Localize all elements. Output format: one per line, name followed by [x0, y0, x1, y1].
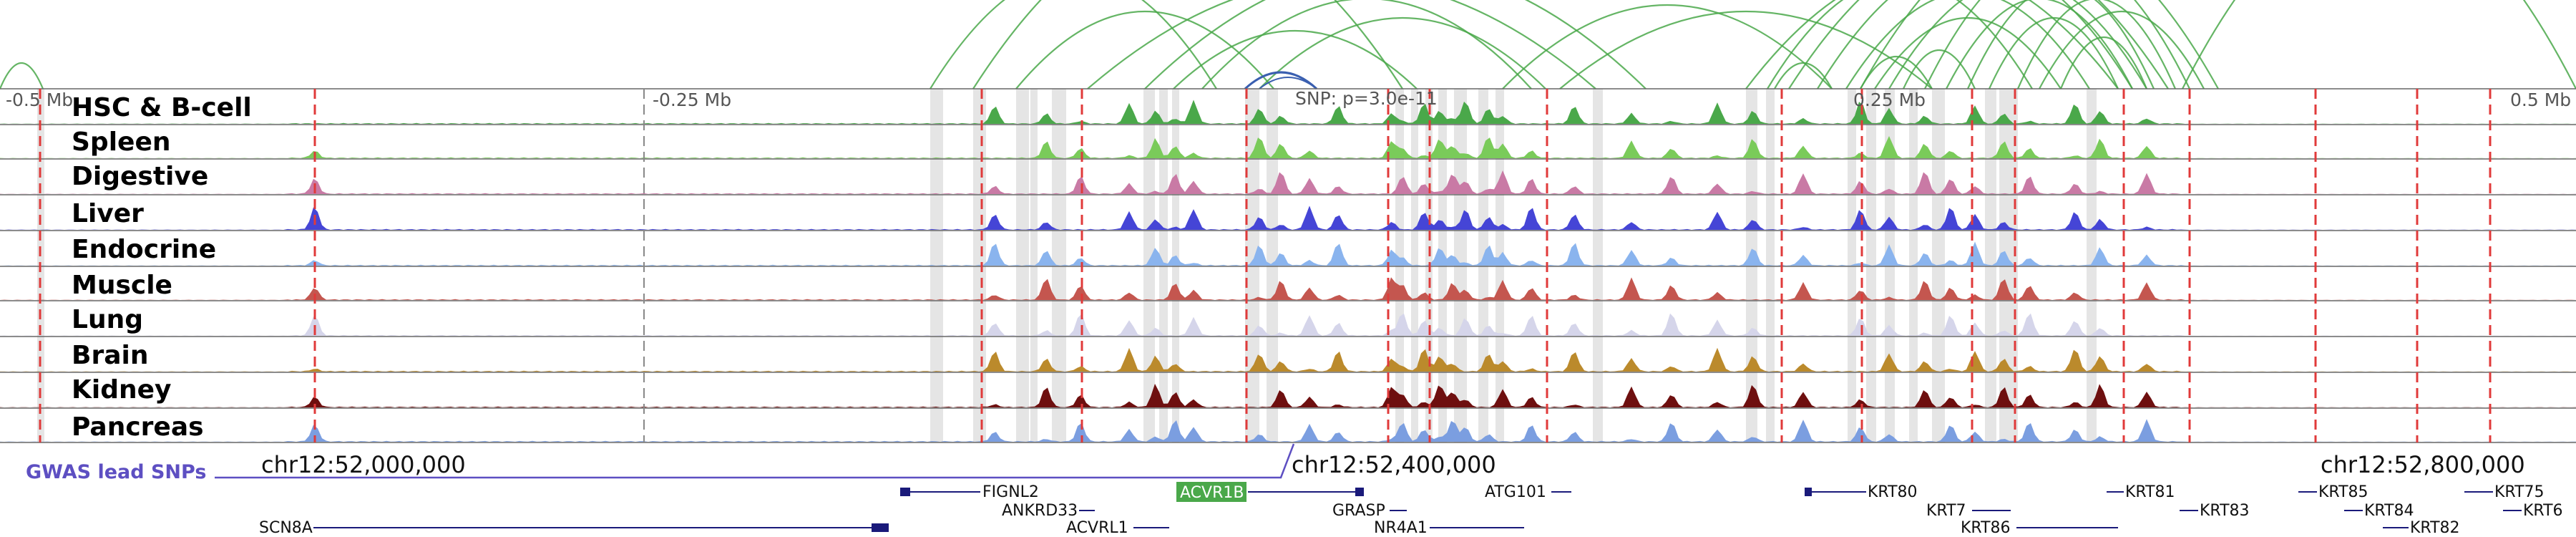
gene-acvr1b[interactable]: ACVR1B	[1176, 482, 1364, 502]
loop-arc	[1903, 49, 1976, 90]
gene-krt81[interactable]: KRT81	[2107, 483, 2175, 501]
snp-pvalue-label: SNP: p=3.0e-11	[1295, 88, 1438, 109]
loop-arc	[1988, 17, 2119, 90]
loop-arc	[1087, 0, 1596, 90]
track-label-muscle[interactable]: Muscle	[72, 271, 172, 300]
loop-arc	[1201, 0, 1532, 90]
loop-arc	[0, 62, 44, 90]
gene-highlight-box	[1176, 482, 1246, 502]
gene-name: KRT85	[2318, 483, 2368, 501]
track-label-hsc-bcell[interactable]: HSC & B-cell	[72, 93, 252, 122]
coordinate-label: chr12:52,400,000	[1292, 451, 1496, 478]
loop-arc	[1745, 0, 2119, 90]
track-label-spleen[interactable]: Spleen	[72, 127, 171, 157]
loop-arc	[972, 0, 1403, 90]
loop-arc	[930, 0, 1217, 90]
candidate-snp-dashes	[39, 89, 2492, 442]
loop-arc	[1874, 17, 2062, 90]
gene-name: ATG101	[1485, 483, 1546, 501]
gene-scn8a[interactable]: SCN8A	[259, 519, 889, 537]
track-label-kidney[interactable]: Kidney	[72, 375, 172, 405]
loop-arc	[2016, 0, 2177, 90]
loop-arc	[1860, 0, 2219, 90]
track-label-endocrine[interactable]: Endocrine	[72, 235, 216, 264]
gene-name: KRT80	[1868, 483, 1918, 501]
gwas-lead-snps-label: GWAS lead SNPs	[26, 461, 206, 483]
loop-arc	[2039, 11, 2205, 90]
gene-krt7[interactable]: KRT7	[1926, 502, 2011, 520]
gene-nr4a1[interactable]: NR4A1	[1374, 519, 1524, 537]
loop-arc	[1559, 11, 1933, 90]
gene-krt86[interactable]: KRT86	[1961, 519, 2118, 537]
loop-arc	[1860, 55, 1933, 90]
axis-tick-label: 0.25 Mb	[1853, 90, 1926, 110]
gene-name: NR4A1	[1374, 519, 1428, 537]
gene-name: ACVRL1	[1066, 519, 1128, 537]
loop-arc	[1817, 0, 2133, 90]
gene-name: KRT6	[2523, 502, 2563, 520]
loop-arc	[1144, 0, 1646, 90]
loop-arc	[1767, 0, 2033, 90]
gene-name: FIGNL2	[982, 483, 1039, 501]
loop-arc	[1502, 4, 1833, 90]
loop-arc	[1888, 0, 2147, 90]
gene-ankrd33[interactable]: ANKRD33	[1002, 502, 1095, 520]
axis-tick-label: -0.25 Mb	[653, 90, 731, 110]
gene-krt83[interactable]: KRT83	[2180, 502, 2250, 520]
gene-exon	[1805, 488, 1812, 496]
gene-krt80[interactable]: KRT80	[1805, 483, 1918, 501]
gene-name: GRASP	[1332, 502, 1385, 520]
gene-exon	[872, 523, 889, 532]
gene-krt75[interactable]: KRT75	[2464, 483, 2545, 501]
gene-name: KRT84	[2364, 502, 2414, 520]
gwas-snp-connector	[215, 443, 1295, 479]
loop-arc	[1946, 0, 2133, 90]
gene-name: ACVR1B	[1180, 484, 1244, 502]
track-label-brain[interactable]: Brain	[72, 341, 148, 370]
gene-name: KRT81	[2125, 483, 2175, 501]
loop-arc	[2182, 0, 2576, 90]
track-separators	[0, 88, 2576, 443]
loop-arc	[1966, 0, 2155, 90]
gene-name: KRT75	[2494, 483, 2545, 501]
gene-atg101[interactable]: ATG101	[1485, 483, 1571, 501]
gene-name: KRT82	[2410, 519, 2460, 537]
gene-krt84[interactable]: KRT84	[2344, 502, 2414, 520]
gene-name: KRT86	[1961, 519, 2011, 537]
gene-name: ANKRD33	[1002, 502, 1078, 520]
gene-exon	[1355, 488, 1364, 496]
gene-name: KRT7	[1926, 502, 1966, 520]
loop-arc	[1259, 17, 1546, 90]
loop-arc	[2059, 36, 2148, 90]
gene-fignl2[interactable]: FIGNL2	[900, 483, 1039, 501]
axis-tick-label: 0.5 Mb	[2510, 90, 2571, 110]
coordinate-label: chr12:52,000,000	[261, 451, 466, 478]
loop-arc	[1788, 0, 2169, 90]
coordinate-label: chr12:52,800,000	[2321, 451, 2525, 478]
track-label-lung[interactable]: Lung	[72, 305, 143, 334]
gene-krt6[interactable]: KRT6	[2503, 502, 2563, 520]
signal-track-3	[0, 170, 2576, 194]
chromatin-loop-arcs	[0, 0, 2576, 90]
track-label-liver[interactable]: Liver	[72, 199, 144, 228]
gene-name: KRT83	[2200, 502, 2250, 520]
loop-arc	[1845, 0, 2090, 90]
gene-acvrl1[interactable]: ACVRL1	[1066, 519, 1169, 537]
gene-krt85[interactable]: KRT85	[2298, 483, 2368, 501]
gene-grasp[interactable]: GRASP	[1332, 502, 1407, 520]
axis-tick-label: -0.5 Mb	[6, 90, 73, 110]
snp-loop-arc	[1244, 71, 1318, 90]
gene-krt82[interactable]: KRT82	[2383, 519, 2460, 537]
track-label-digestive[interactable]: Digestive	[72, 162, 208, 191]
gene-name: SCN8A	[259, 519, 313, 537]
loop-arc	[1015, 11, 1274, 90]
signal-tracks	[0, 100, 2576, 442]
gene-track: FIGNL2 ACVR1B ATG101 KRT80 KRT81 KRT85 K…	[259, 482, 2563, 537]
track-label-pancreas[interactable]: Pancreas	[72, 412, 204, 442]
loop-arc	[1173, 30, 1418, 90]
snp-loop-arc	[1259, 77, 1317, 90]
